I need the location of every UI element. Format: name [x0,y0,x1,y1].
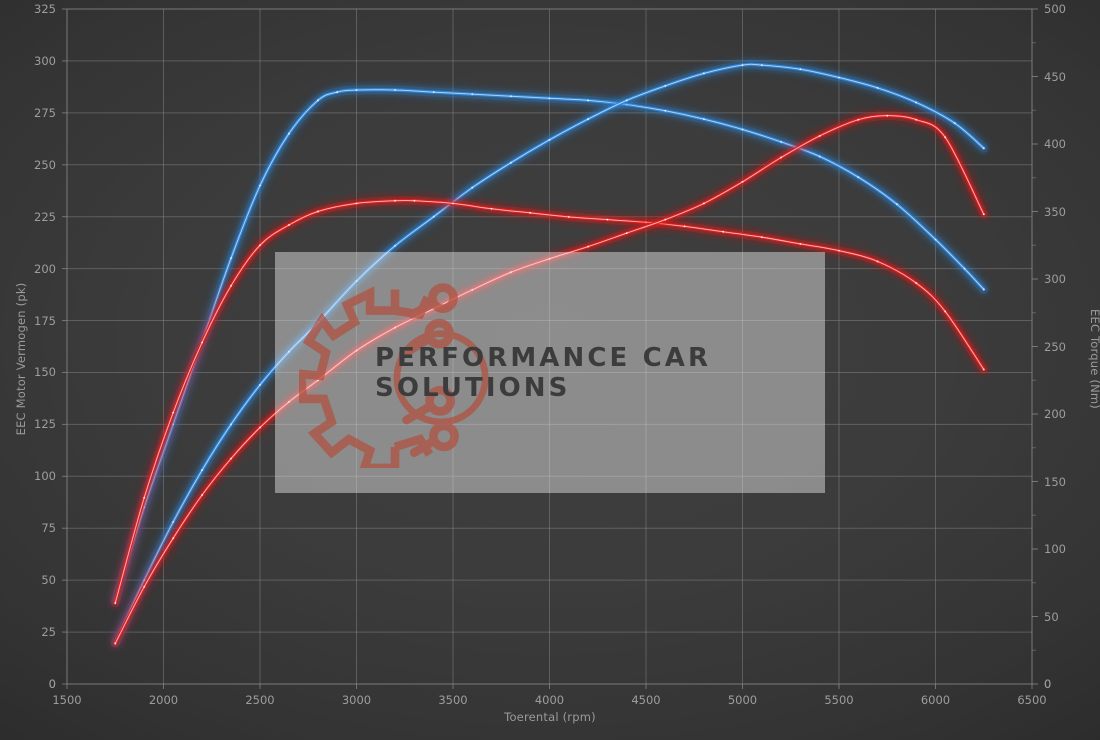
y-right-tick-200: 200 [1044,407,1066,421]
y-right-tick-150: 150 [1044,474,1066,489]
y-left-tick-75: 75 [41,521,56,536]
y-right-tick-300: 300 [1044,272,1066,286]
y-right-tick-50: 50 [1044,609,1059,624]
series-torque-3 [110,111,989,648]
y-left-tick-325: 325 [34,2,56,16]
y-left-tick-175: 175 [34,313,56,328]
x-tick-5500: 5500 [824,693,854,707]
y-right-tick-400: 400 [1044,137,1066,151]
y-left-tick-150: 150 [34,365,56,380]
x-tick-3000: 3000 [341,693,372,707]
y-right-tick-350: 350 [1044,204,1066,219]
x-tick-3500: 3500 [438,693,468,707]
y-left-tick-300: 300 [34,53,56,68]
x-tick-2000: 2000 [148,693,179,707]
y-right-tick-zero-edge: 0 [1044,677,1052,691]
x-tick-4500: 4500 [631,693,661,707]
y-left-tick-zero-edge: 0 [48,677,56,691]
y-right-tick-450: 450 [1044,69,1066,84]
y-right-tick-100: 100 [1044,542,1066,556]
y-right-tick-250: 250 [1044,339,1066,354]
y-right-tick-500: 500 [1044,2,1066,16]
y-left-tick-100: 100 [34,469,56,484]
grid-lines [66,8,1033,685]
x-tick-5000: 5000 [727,693,758,707]
y-left-tick-275: 275 [34,105,56,120]
y-left-tick-225: 225 [34,209,56,224]
x-tick-6000: 6000 [920,693,951,707]
series-power-0 [110,85,989,606]
y-left-tick-250: 250 [34,157,56,172]
series-glow [110,59,989,648]
x-axis-title: Toerental (rpm) [504,710,596,724]
x-tick-6500: 6500 [1017,693,1047,707]
x-tick-2500: 2500 [245,693,275,707]
y-right-tick-0: 0 [1044,677,1052,691]
y-left-tick-125: 125 [34,417,56,432]
x-tick-4000: 4000 [534,693,565,707]
axis-tickmarks [62,8,1038,689]
y-left-tick-25: 25 [41,625,56,640]
x-tick-1500: 1500 [52,693,82,707]
series-torque-2 [110,195,989,608]
y-left-tick-200: 200 [34,261,56,276]
y-left-tick-50: 50 [41,573,56,588]
y-left-tick-0: 0 [48,677,56,691]
